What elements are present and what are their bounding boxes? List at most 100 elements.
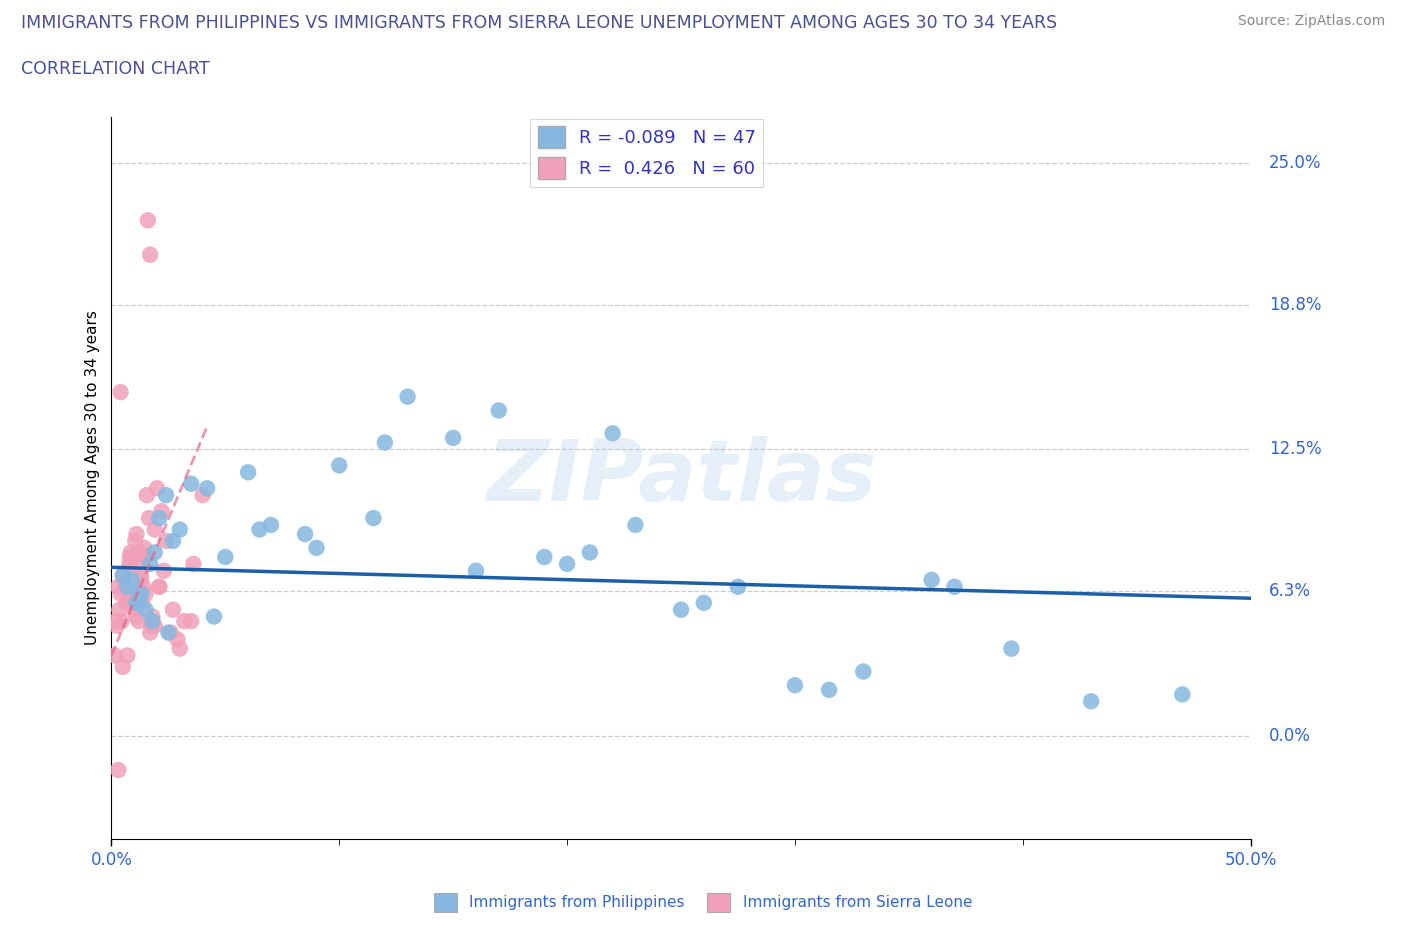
Point — [105, 618, 128, 633]
Text: Source: ZipAtlas.com: Source: ZipAtlas.com — [1237, 14, 1385, 28]
Point — [818, 683, 841, 698]
Text: IMMIGRANTS FROM PHILIPPINES VS IMMIGRANTS FROM SIERRA LEONE UNEMPLOYMENT AMONG A: IMMIGRANTS FROM PHILIPPINES VS IMMIGRANT… — [21, 14, 1057, 32]
Point — [129, 568, 152, 583]
Point — [157, 625, 180, 640]
Point — [138, 511, 160, 525]
Point — [148, 511, 170, 525]
Point — [328, 458, 350, 472]
Point — [155, 487, 177, 502]
Point — [107, 763, 129, 777]
Point — [624, 517, 647, 532]
Point — [180, 476, 202, 491]
Point — [150, 504, 173, 519]
Point — [202, 609, 225, 624]
Point — [118, 556, 141, 571]
Point — [121, 586, 143, 601]
Point — [396, 390, 419, 405]
Point — [921, 573, 943, 588]
Point — [131, 595, 153, 610]
Point — [169, 522, 191, 537]
Point — [141, 609, 163, 624]
Point — [1000, 641, 1022, 656]
Point — [533, 550, 555, 565]
Point — [1080, 694, 1102, 709]
Point — [159, 625, 181, 640]
Point — [465, 564, 488, 578]
Point — [727, 579, 749, 594]
Point — [783, 678, 806, 693]
Point — [141, 614, 163, 629]
Point — [108, 603, 131, 618]
Point — [162, 534, 184, 549]
Point — [112, 573, 135, 588]
Point — [852, 664, 875, 679]
Text: 6.3%: 6.3% — [1268, 582, 1310, 601]
Point — [111, 614, 134, 629]
Point — [111, 568, 134, 583]
Point — [125, 595, 148, 610]
Point — [153, 564, 176, 578]
Text: CORRELATION CHART: CORRELATION CHART — [21, 60, 209, 78]
Point — [136, 213, 159, 228]
Point — [115, 595, 138, 610]
Text: 0.0%: 0.0% — [1268, 726, 1310, 745]
Point — [180, 614, 202, 629]
Point — [135, 586, 157, 601]
Point — [173, 614, 195, 629]
Point — [117, 648, 139, 663]
Point — [260, 517, 283, 532]
Point — [148, 579, 170, 594]
Point — [135, 603, 157, 618]
Point — [117, 591, 139, 605]
Point — [555, 556, 578, 571]
Point — [148, 579, 170, 594]
Point — [128, 545, 150, 560]
Point — [195, 481, 218, 496]
Point — [129, 586, 152, 601]
Point — [134, 540, 156, 555]
Point — [579, 545, 602, 560]
Point — [111, 568, 134, 583]
Point — [132, 579, 155, 594]
Legend: Immigrants from Philippines, Immigrants from Sierra Leone: Immigrants from Philippines, Immigrants … — [427, 887, 979, 918]
Point — [166, 632, 188, 647]
Point — [693, 595, 716, 610]
Text: 18.8%: 18.8% — [1268, 296, 1322, 314]
Point — [125, 609, 148, 624]
Text: 25.0%: 25.0% — [1268, 154, 1322, 172]
Point — [169, 641, 191, 656]
Point — [143, 522, 166, 537]
Point — [363, 511, 385, 525]
Point — [120, 545, 142, 560]
Point — [214, 550, 236, 565]
Point — [441, 431, 464, 445]
Point — [139, 556, 162, 571]
Point — [146, 481, 169, 496]
Point — [110, 385, 132, 400]
Point — [669, 603, 692, 618]
Point — [191, 487, 214, 502]
Point — [139, 247, 162, 262]
Point — [249, 522, 271, 537]
Point — [125, 526, 148, 541]
Point — [114, 579, 136, 594]
Legend: R = -0.089   N = 47, R =  0.426   N = 60: R = -0.089 N = 47, R = 0.426 N = 60 — [530, 119, 763, 187]
Point — [183, 556, 205, 571]
Point — [1171, 687, 1194, 702]
Point — [110, 586, 132, 601]
Point — [155, 534, 177, 549]
Point — [121, 595, 143, 610]
Point — [128, 591, 150, 605]
Point — [124, 534, 146, 549]
Text: 12.5%: 12.5% — [1268, 441, 1322, 458]
Point — [135, 550, 157, 565]
Point — [117, 564, 139, 578]
Point — [118, 550, 141, 565]
Point — [122, 550, 145, 565]
Point — [104, 648, 127, 663]
Point — [236, 465, 259, 480]
Point — [121, 573, 143, 588]
Point — [305, 540, 328, 555]
Point — [104, 614, 127, 629]
Point — [117, 579, 139, 594]
